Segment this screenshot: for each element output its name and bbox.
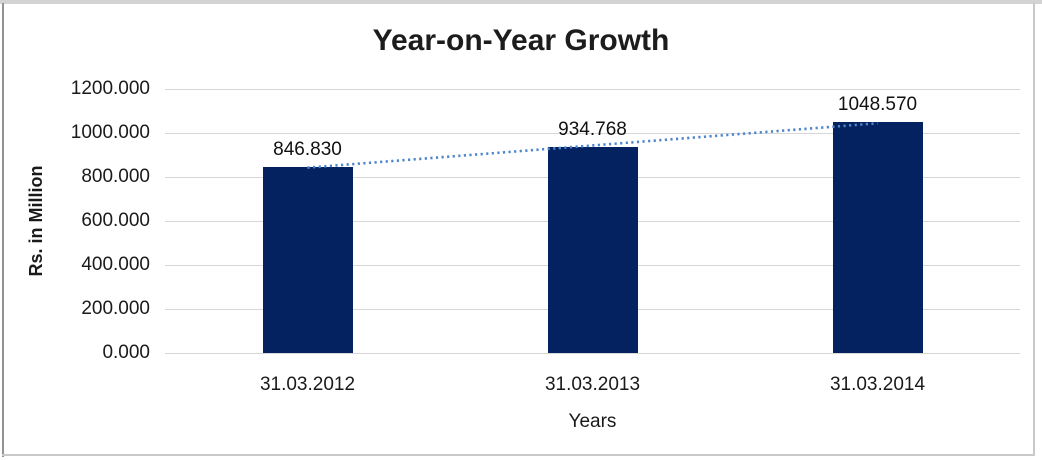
bar-31.03.2012	[262, 166, 353, 353]
frame-border-bottom	[2, 454, 1035, 456]
y-tick-label: 0.000	[102, 342, 150, 363]
gridline	[165, 132, 1020, 134]
y-tick-label: 1200.000	[70, 78, 150, 99]
bar-value-label: 846.830	[273, 138, 342, 160]
y-tick-label: 400.000	[81, 254, 150, 275]
y-tick-label: 200.000	[81, 298, 150, 319]
bar-31.03.2013	[547, 147, 638, 353]
frame-border-right	[1033, 3, 1035, 456]
y-tick-label: 600.000	[81, 210, 150, 231]
bar-31.03.2014	[832, 122, 923, 353]
x-tick-label: 31.03.2013	[544, 374, 641, 395]
x-tick-label: 31.03.2012	[259, 374, 356, 395]
chart-title: Year-on-Year Growth	[372, 24, 670, 57]
y-tick-label: 800.000	[81, 166, 150, 187]
gridline	[165, 352, 1020, 354]
gridline	[165, 88, 1020, 90]
bar-value-label: 1048.570	[837, 94, 918, 116]
plot-area	[165, 88, 1020, 354]
frame-border-top	[0, 0, 1042, 4]
bar-value-label: 934.768	[558, 119, 627, 141]
x-tick-label: 31.03.2014	[829, 374, 926, 395]
y-tick-label: 1000.000	[70, 122, 150, 143]
x-axis-title: Years	[568, 411, 617, 432]
trendline	[307, 121, 878, 169]
frame-border-left	[2, 3, 4, 457]
